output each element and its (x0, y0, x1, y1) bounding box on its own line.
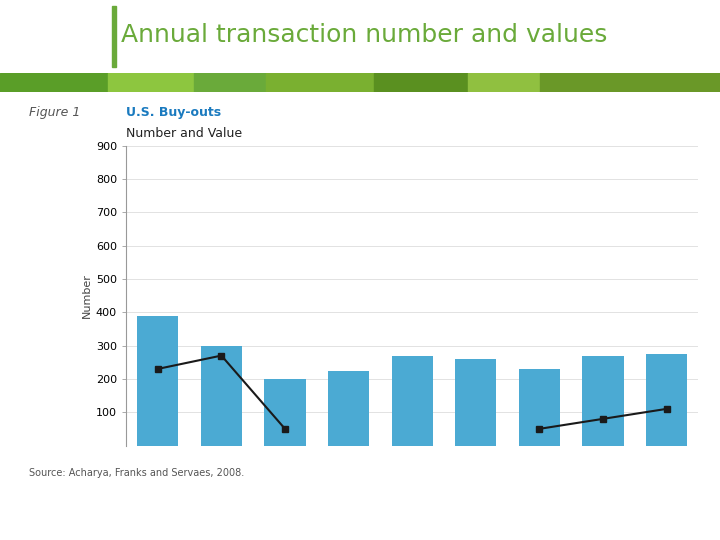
Text: Number and Value: Number and Value (126, 127, 242, 140)
Bar (455, 359, 497, 446)
Text: Source: Acharya, Franks and Servaes, 2008.: Source: Acharya, Franks and Servaes, 200… (29, 468, 244, 478)
Bar (468, 73, 540, 92)
Bar (194, 73, 266, 92)
Bar (201, 346, 242, 446)
Text: Annual transaction number and values: Annual transaction number and values (121, 23, 608, 47)
Bar (112, 6, 116, 67)
Y-axis label: Number: Number (81, 273, 91, 318)
Bar (374, 73, 468, 92)
Bar (518, 369, 560, 446)
Bar (266, 73, 374, 92)
Bar (264, 379, 306, 446)
Bar (108, 73, 194, 92)
Bar (646, 354, 688, 445)
Bar (0, 73, 108, 92)
Bar (392, 355, 433, 445)
Bar (137, 315, 179, 445)
Text: 7: 7 (672, 514, 680, 528)
Text: Figure 1: Figure 1 (29, 105, 80, 119)
Bar (540, 73, 720, 92)
Text: U.S. Buy-outs: U.S. Buy-outs (126, 105, 221, 119)
Bar (582, 355, 624, 445)
Bar (328, 370, 369, 446)
